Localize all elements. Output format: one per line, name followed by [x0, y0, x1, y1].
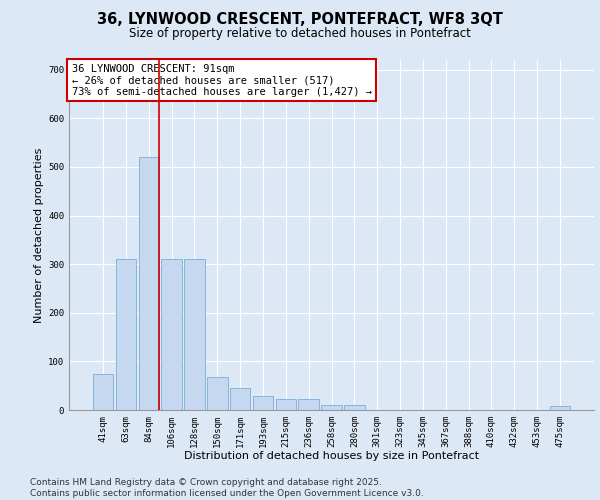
Bar — [207, 377, 227, 410]
X-axis label: Distribution of detached houses by size in Pontefract: Distribution of detached houses by size … — [184, 452, 479, 462]
Y-axis label: Number of detached properties: Number of detached properties — [34, 148, 44, 322]
Bar — [93, 374, 113, 410]
Text: Size of property relative to detached houses in Pontefract: Size of property relative to detached ho… — [129, 28, 471, 40]
Bar — [321, 405, 342, 410]
Bar — [253, 396, 273, 410]
Bar — [161, 260, 182, 410]
Text: 36, LYNWOOD CRESCENT, PONTEFRACT, WF8 3QT: 36, LYNWOOD CRESCENT, PONTEFRACT, WF8 3Q… — [97, 12, 503, 28]
Bar — [550, 406, 570, 410]
Bar — [184, 260, 205, 410]
Bar — [116, 260, 136, 410]
Bar — [275, 400, 296, 410]
Text: 36 LYNWOOD CRESCENT: 91sqm
← 26% of detached houses are smaller (517)
73% of sem: 36 LYNWOOD CRESCENT: 91sqm ← 26% of deta… — [71, 64, 371, 96]
Bar — [139, 157, 159, 410]
Bar — [298, 400, 319, 410]
Text: Contains HM Land Registry data © Crown copyright and database right 2025.
Contai: Contains HM Land Registry data © Crown c… — [30, 478, 424, 498]
Bar — [344, 405, 365, 410]
Bar — [230, 388, 250, 410]
